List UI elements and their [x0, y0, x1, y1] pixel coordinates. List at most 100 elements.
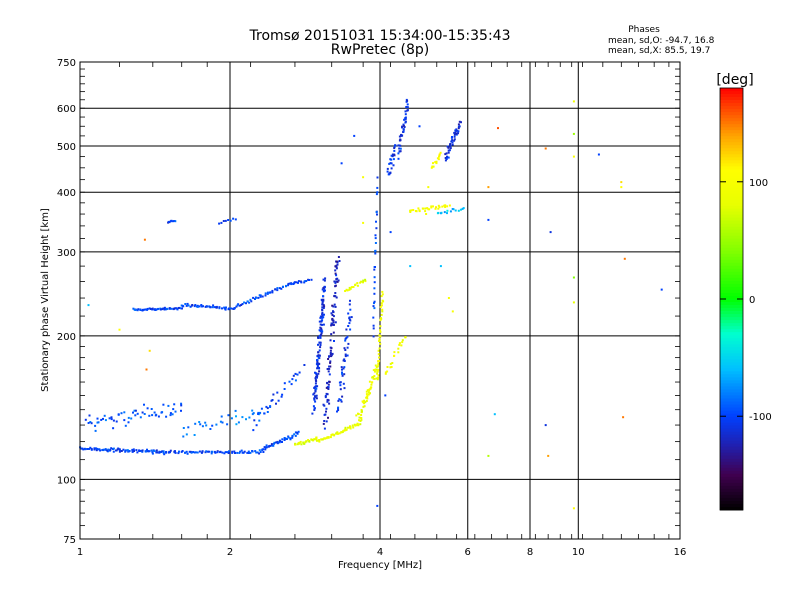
- colorbar-band: [720, 166, 743, 170]
- data-point: [405, 100, 408, 103]
- data-point: [455, 128, 458, 131]
- data-point: [572, 132, 575, 135]
- colorbar-band: [720, 142, 743, 146]
- data-point: [289, 437, 292, 440]
- data-point: [399, 147, 402, 150]
- data-point: [317, 362, 320, 365]
- data-point: [245, 418, 247, 421]
- data-point: [328, 367, 331, 370]
- data-point: [198, 421, 201, 423]
- data-point: [315, 387, 318, 390]
- data-point: [265, 444, 268, 447]
- data-point: [346, 346, 349, 349]
- data-point: [271, 291, 274, 294]
- data-point: [333, 340, 335, 342]
- data-point: [328, 373, 331, 376]
- data-point: [354, 424, 357, 427]
- data-point: [157, 307, 160, 310]
- data-point: [174, 307, 177, 310]
- data-point: [401, 341, 404, 344]
- data-point: [276, 442, 279, 445]
- data-point: [344, 426, 347, 429]
- colorbar-ticks: -100 0 100: [720, 178, 772, 423]
- data-point: [377, 349, 380, 352]
- data-point: [294, 379, 297, 382]
- colorbar-band: [720, 503, 743, 508]
- data-point: [447, 146, 450, 149]
- data-point: [205, 424, 208, 427]
- data-point: [373, 281, 376, 284]
- data-point: [374, 266, 376, 268]
- data-point: [120, 412, 123, 415]
- data-point: [399, 139, 402, 142]
- colorbar-label: [deg]: [716, 72, 753, 88]
- colorbar-band: [720, 205, 743, 209]
- data-point: [151, 452, 154, 455]
- data-point: [257, 411, 260, 414]
- data-point: [332, 310, 334, 313]
- data-point: [389, 231, 392, 234]
- data-point: [196, 451, 199, 454]
- data-point: [379, 318, 382, 321]
- gridlines: [80, 62, 680, 539]
- data-point: [487, 218, 490, 221]
- colorbar-band: [720, 395, 743, 399]
- data-point: [374, 237, 377, 240]
- data-point: [352, 286, 355, 288]
- data-point: [623, 257, 626, 260]
- data-point: [329, 339, 332, 342]
- data-point: [315, 379, 317, 382]
- data-point: [318, 349, 321, 352]
- data-point: [194, 451, 197, 454]
- data-point: [379, 342, 382, 345]
- data-point: [119, 449, 121, 452]
- colorbar-band: [720, 265, 743, 270]
- data-point: [290, 383, 293, 386]
- data-point: [321, 438, 324, 441]
- data-point: [190, 451, 193, 454]
- colorbar-band: [720, 320, 743, 324]
- data-point: [374, 234, 377, 237]
- data-point: [441, 205, 444, 208]
- data-point: [84, 448, 87, 450]
- colorbar-band: [720, 347, 743, 351]
- data-point: [303, 281, 306, 284]
- data-point: [418, 210, 421, 213]
- data-point: [171, 220, 174, 223]
- data-point: [340, 162, 343, 165]
- colorbar-band: [720, 151, 743, 155]
- data-point: [451, 143, 454, 146]
- data-point: [349, 299, 351, 302]
- data-point: [363, 405, 366, 408]
- data-point: [322, 278, 325, 281]
- data-point: [270, 443, 273, 446]
- data-point: [182, 435, 185, 438]
- data-point: [90, 447, 93, 450]
- data-point: [424, 210, 427, 213]
- colorbar-band: [720, 482, 743, 487]
- data-point: [372, 316, 375, 319]
- data-point: [343, 347, 346, 350]
- data-point: [313, 407, 316, 410]
- data-point: [102, 417, 104, 420]
- data-point: [332, 324, 335, 326]
- colorbar-band: [720, 247, 743, 252]
- data-point: [377, 353, 380, 356]
- data-point: [258, 419, 261, 422]
- data-point: [249, 451, 252, 454]
- data-point: [202, 305, 204, 308]
- data-point: [454, 129, 457, 132]
- data-point: [322, 304, 325, 306]
- data-point: [188, 450, 191, 453]
- data-point: [330, 347, 333, 350]
- data-point: [300, 443, 303, 446]
- data-point: [296, 443, 299, 446]
- colorbar-band: [720, 407, 743, 411]
- data-point: [373, 300, 376, 303]
- data-point: [300, 281, 303, 284]
- colorbar-band: [720, 488, 743, 493]
- data-point: [132, 448, 135, 451]
- colorbar-band: [720, 268, 743, 273]
- data-point: [388, 162, 391, 165]
- data-point: [390, 167, 393, 170]
